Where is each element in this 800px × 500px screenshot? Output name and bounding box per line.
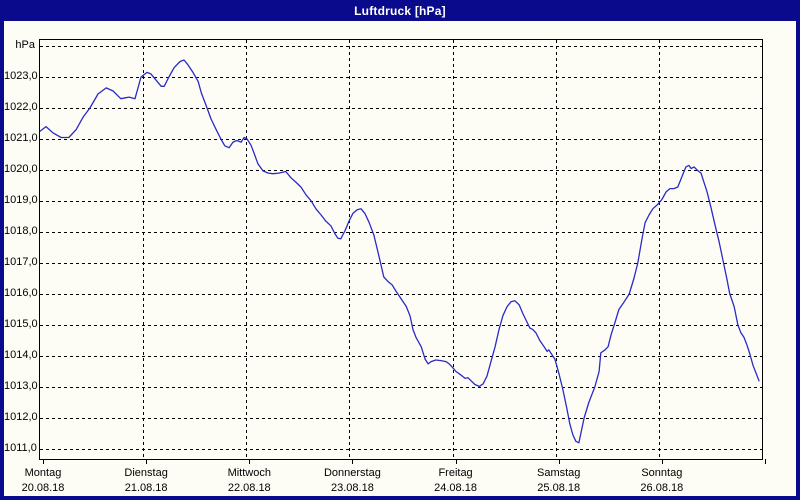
- x-axis-tick: [662, 459, 663, 464]
- x-axis-date-label: 25.08.18: [537, 482, 581, 494]
- x-axis-day-label: Sonntag: [641, 467, 683, 479]
- y-axis-tick-label: 1012,0: [4, 411, 38, 423]
- x-axis-day-label: Donnerstag: [323, 467, 381, 479]
- y-axis-tick-label: 1011,0: [4, 442, 37, 454]
- x-axis-date-label: 21.08.18: [124, 482, 168, 494]
- x-axis-tick: [249, 459, 250, 464]
- x-axis-tick: [456, 459, 457, 464]
- y-axis-tick-label: 1022,0: [4, 101, 38, 113]
- y-axis-tick-label: 1020,0: [4, 163, 38, 175]
- y-axis-tick-label: 1015,0: [4, 318, 38, 330]
- pressure-series-line: [40, 59, 760, 444]
- x-axis-tick: [43, 459, 44, 464]
- title-bar: Luftdruck [hPa]: [4, 0, 796, 21]
- chart-plot-area: [39, 39, 763, 460]
- x-axis-day-label: Dienstag: [124, 467, 168, 479]
- pressure-line-chart: [40, 40, 762, 459]
- y-axis-tick-label: 1017,0: [4, 256, 38, 268]
- x-axis-date-label: 23.08.18: [331, 482, 374, 494]
- x-axis-date-label: 20.08.18: [21, 482, 65, 494]
- x-axis-day-label: Mittwoch: [227, 467, 271, 479]
- y-axis-unit-label: hPa: [15, 39, 35, 51]
- x-axis-tick: [146, 459, 147, 464]
- y-axis-tick-label: 1023,0: [4, 70, 38, 82]
- x-axis-day-label: Freitag: [438, 467, 473, 479]
- x-axis-tick: [765, 459, 766, 464]
- y-axis-tick-label: 1021,0: [4, 132, 38, 144]
- x-axis-date-label: 24.08.18: [434, 482, 477, 494]
- x-axis-date-label: 22.08.18: [227, 482, 271, 494]
- x-axis-tick: [559, 459, 560, 464]
- x-axis-tick: [352, 459, 353, 464]
- y-axis-tick-label: 1019,0: [4, 194, 38, 206]
- x-axis-day-label: Samstag: [536, 467, 581, 479]
- y-axis-tick-label: 1016,0: [4, 287, 38, 299]
- y-axis-tick-label: 1013,0: [4, 380, 38, 392]
- window-title: Luftdruck [hPa]: [354, 3, 446, 18]
- y-axis-tick-label: 1018,0: [4, 225, 38, 237]
- y-axis-tick-label: 1014,0: [4, 349, 38, 361]
- x-axis-day-label: Montag: [24, 467, 62, 479]
- x-axis-date-label: 26.08.18: [640, 482, 684, 494]
